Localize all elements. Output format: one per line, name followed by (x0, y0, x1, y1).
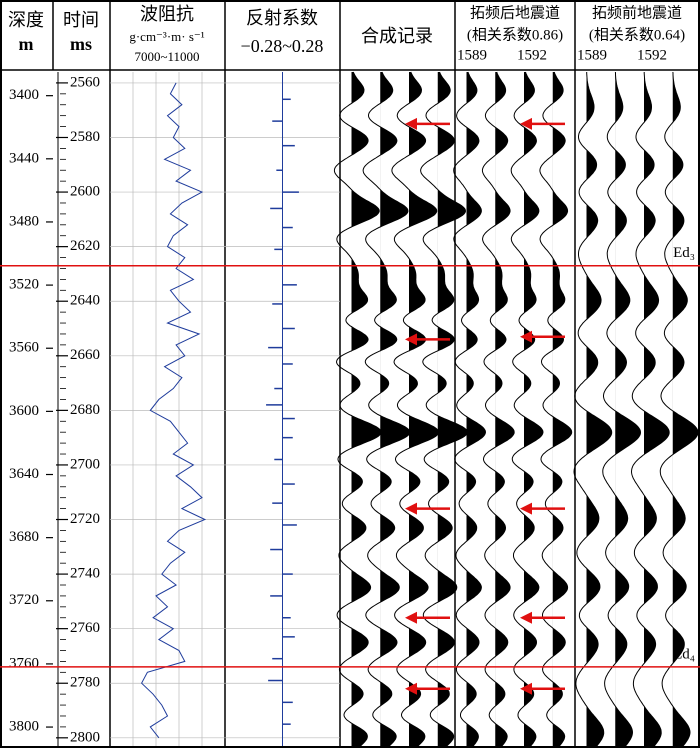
column-dividers (52, 0, 576, 748)
wiggle-fill (672, 72, 698, 746)
time-unit: ms (70, 34, 92, 54)
time-tick-label: 2580 (70, 129, 100, 145)
wiggle-fill (552, 72, 572, 746)
arrow-head (405, 611, 417, 624)
arrow-head (405, 117, 417, 130)
post-title: 拓频后地震道 (470, 4, 560, 21)
impedance-range: 7000~11000 (134, 49, 199, 64)
depth-tick-label: 3560 (9, 340, 39, 356)
post-subtitle: (相关系数0.86) (467, 26, 563, 43)
depth-title: 深度 (8, 10, 44, 30)
trace-label: 1592 (637, 47, 667, 63)
wiggle-fill (380, 72, 410, 746)
arrow-head (405, 682, 417, 695)
wiggle-fill (495, 72, 515, 746)
arrow-head (520, 502, 532, 515)
wiggle-trace (602, 71, 642, 747)
synthetic-title: 合成记录 (361, 26, 433, 46)
time-tick-label: 2800 (70, 729, 100, 745)
depth-tick-label: 3800 (9, 718, 39, 734)
depth-tick-label: 3480 (9, 213, 39, 229)
wiggle-trace (510, 71, 544, 747)
time-tick-label: 2740 (70, 566, 100, 582)
trace-label: 1589 (577, 47, 607, 63)
depth-tick-label: 3680 (9, 529, 39, 545)
time-title: 时间 (63, 10, 99, 30)
time-tick-label: 2720 (70, 511, 100, 527)
depth-unit: m (19, 34, 34, 54)
time-tick-label: 2620 (70, 238, 100, 254)
horizon-label: Ed₃ (673, 245, 695, 261)
depth-tick-label: 3720 (9, 592, 39, 608)
wiggle-trace (481, 71, 515, 747)
wiggle-trace (539, 71, 573, 747)
impedance-curve (140, 82, 207, 739)
time-tick-label: 2700 (70, 456, 100, 472)
arrow-head (520, 682, 532, 695)
wiggle-fill (351, 72, 382, 746)
time-tick-label: 2680 (70, 402, 100, 418)
wiggle-fill (586, 72, 612, 746)
trace-label: 1589 (457, 47, 487, 63)
wiggle-trace (362, 71, 411, 747)
wiggle-fill (615, 72, 641, 746)
time-tick-label: 2780 (70, 675, 100, 691)
arrow-head (520, 330, 532, 343)
depth-tick-label: 3760 (9, 655, 39, 671)
wiggle-fill (524, 72, 543, 746)
wiggle-trace (659, 71, 699, 747)
reflectivity-title: 反射系数 (246, 8, 318, 28)
time-tick-label: 2760 (70, 620, 100, 636)
trace-label: 1592 (517, 47, 547, 63)
wiggle-trace (391, 71, 440, 747)
pre-subtitle: (相关系数0.64) (589, 26, 685, 43)
horizon-label: Ed₄ (673, 646, 695, 662)
arrow-head (405, 502, 417, 515)
depth-tick-label: 3520 (9, 277, 39, 293)
arrow-head (405, 333, 417, 346)
time-tick-label: 2560 (70, 74, 100, 90)
time-tick-label: 2640 (70, 293, 100, 309)
arrow-head (520, 117, 532, 130)
pre-title: 拓频前地震道 (592, 4, 682, 21)
wiggle-trace (420, 71, 468, 747)
time-tick-label: 2600 (70, 184, 100, 200)
arrow-head (520, 611, 532, 624)
time-tick-label: 2660 (70, 347, 100, 363)
depth-tick-label: 3600 (9, 403, 39, 419)
wiggle-fill (409, 72, 439, 746)
wiggle-trace (453, 71, 487, 747)
depth-tick-label: 3440 (9, 150, 39, 166)
reflectivity-range: −0.28~0.28 (241, 36, 324, 56)
wiggle-fill (437, 72, 468, 746)
wiggle-trace (630, 72, 670, 747)
wiggle-fill (644, 72, 670, 746)
wiggle-trace (573, 72, 613, 747)
impedance-title: 波阻抗 (140, 4, 194, 24)
wiggle-fill (466, 72, 486, 746)
depth-tick-label: 3400 (9, 87, 39, 103)
impedance-unit: g·cm⁻³·m· s⁻¹ (129, 29, 204, 44)
wiggle-trace (333, 71, 382, 747)
depth-tick-label: 3640 (9, 466, 39, 482)
